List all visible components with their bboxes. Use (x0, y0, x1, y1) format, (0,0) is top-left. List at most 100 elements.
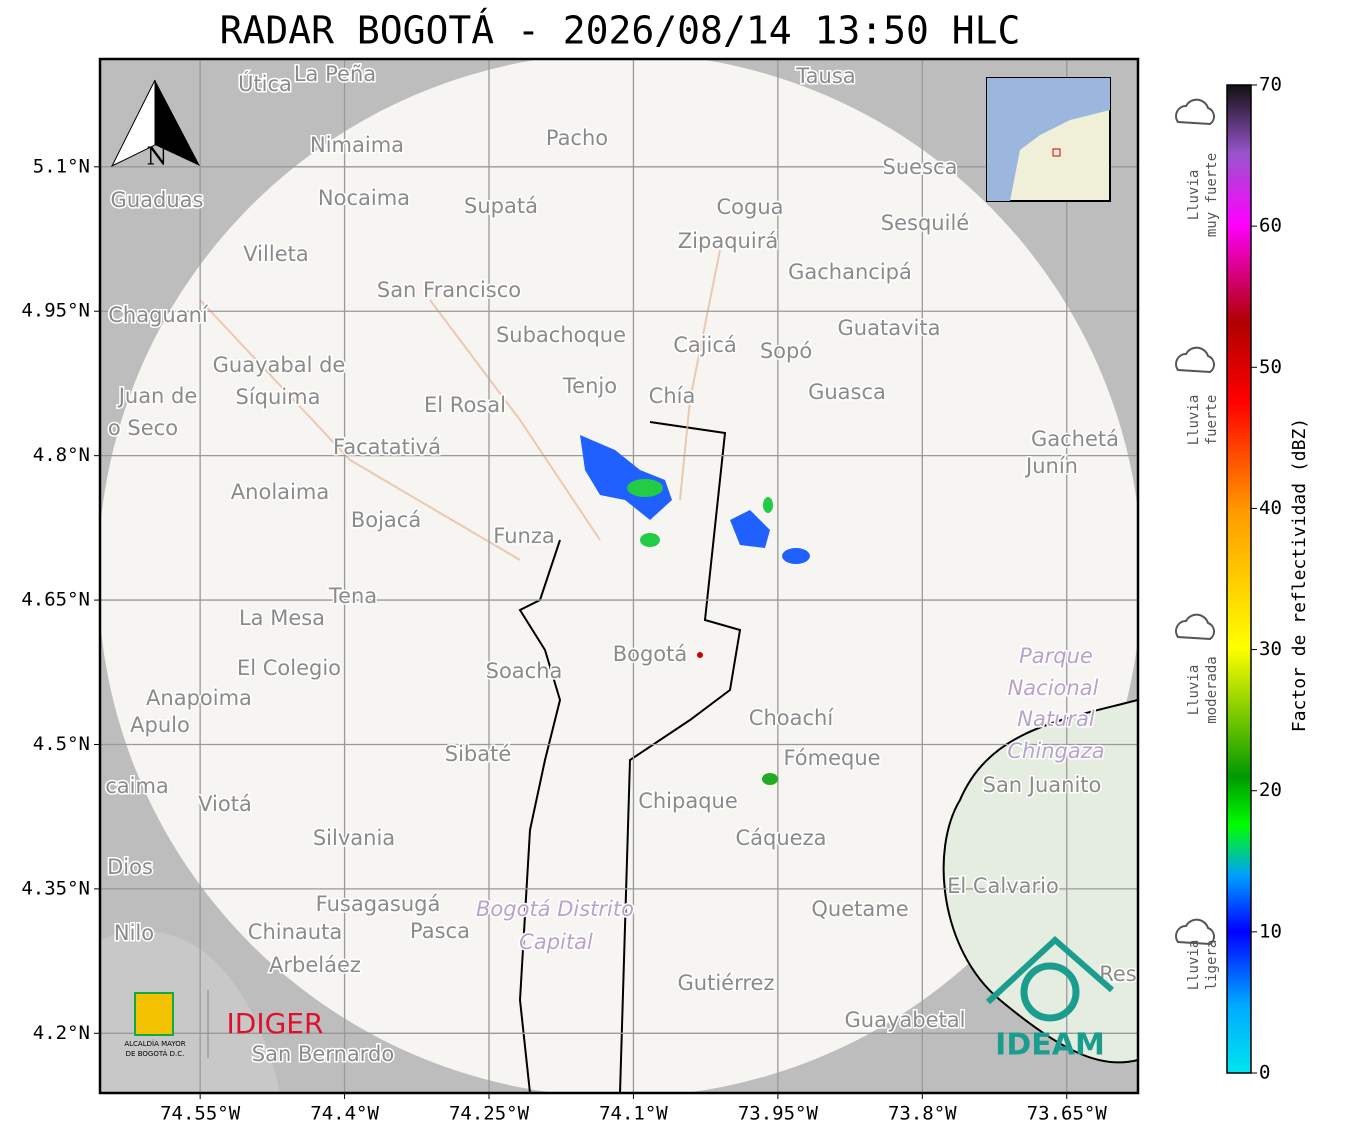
terrain (100, 930, 280, 1093)
map: Útica La Peña Tausa Pacho Nimaima Guaduas Noca… (100, 59, 1138, 1093)
colorbar-tick-label: 30 (1259, 638, 1282, 660)
y-tick-label: 4.2°N (33, 1022, 90, 1044)
place-label: Silvania (313, 826, 395, 850)
colorbar-tick-label: 40 (1259, 497, 1282, 519)
place-label: Zipaquirá (678, 229, 778, 253)
colorbar-tick-label: 60 (1259, 215, 1282, 237)
place-label: San Bernardo (252, 1042, 394, 1066)
echo (697, 652, 703, 658)
y-tick-label: 4.5°N (33, 733, 90, 755)
place-label: Guayabetal (845, 1008, 966, 1032)
x-tick-label: 73.8°W (888, 1103, 957, 1125)
logo-text: IDIGER (227, 1007, 324, 1040)
x-tick-label: 74.1°W (599, 1103, 668, 1125)
place-label: El Colegio (237, 656, 341, 680)
rain-category-label: muy fuerte (1204, 153, 1220, 237)
place-label: Viotá (198, 792, 252, 816)
place-label: La Mesa (239, 606, 325, 630)
radar-range (100, 59, 1138, 1093)
x-tick-label: 73.65°W (1027, 1103, 1108, 1125)
place-label: Chipaque (638, 789, 738, 813)
place-label: caima (105, 774, 169, 798)
place-label: Juan de (117, 384, 198, 408)
protected-area-label: Nacional (1008, 676, 1099, 700)
echo (762, 773, 778, 785)
radar-echoes (580, 435, 810, 785)
logo-text: IDEAM (995, 1028, 1105, 1063)
place-label: Sopó (760, 339, 812, 363)
y-tick-label: 4.95°N (21, 300, 90, 322)
axes: 74.55°W 74.4°W 74.25°W 74.1°W 73.95°W 73.8°W 7… (21, 74, 1282, 1125)
echo (763, 497, 773, 513)
place-label: Facatativá (333, 435, 441, 459)
rain-category-label: Lluvia (1186, 665, 1202, 716)
title: RADAR BOGOTÁ - 2026/08/14 13:50 HLC (220, 9, 1021, 53)
place-label: Guayabal de (213, 353, 346, 377)
place-label: Anapoima (146, 686, 252, 710)
colorbar-tick-label: 70 (1259, 74, 1282, 96)
place-label: Gachancipá (788, 260, 912, 284)
place-label: Gachetá (1031, 427, 1119, 451)
y-tick-label: 4.35°N (21, 877, 90, 899)
colorbar (1226, 84, 1252, 1074)
logo-text: ALCALDÍA MAYOR (124, 1039, 185, 1048)
place-label: Tenjo (562, 374, 617, 398)
rain-category-label: fuerte (1204, 395, 1220, 446)
map-frame (98, 57, 1140, 1095)
place-label: Subachoque (496, 323, 626, 347)
road (199, 249, 721, 561)
place-label: El Rosal (424, 393, 506, 417)
inset-marker (1052, 148, 1061, 157)
colorbar-tick-label: 50 (1259, 356, 1282, 378)
place-label: Nilo (114, 921, 154, 945)
inset-sea (987, 78, 1110, 201)
place-label: La Peña (294, 62, 376, 86)
place-label: Bogotá (613, 642, 688, 666)
x-tick-label: 74.25°W (449, 1103, 530, 1125)
echo (627, 479, 663, 497)
place-label: Gutiérrez (678, 971, 775, 995)
place-label: San Francisco (377, 278, 521, 302)
place-label: Funza (493, 524, 554, 548)
place-label: Fusagasugá (316, 892, 441, 916)
place-label: Pacho (546, 126, 608, 150)
colorbar-tick-label: 20 (1259, 779, 1282, 801)
echo (640, 533, 660, 547)
grid (100, 59, 1138, 1093)
weather-icon (1175, 346, 1215, 374)
x-tick-label: 73.95°W (738, 1103, 819, 1125)
colorbar-label: Factor de reflectividad (dBZ) (1289, 418, 1310, 732)
rain-category-label: Lluvia (1186, 940, 1202, 991)
y-tick-label: 4.8°N (33, 444, 90, 466)
colorbar-tick-label: 0 (1259, 1062, 1270, 1084)
place-label: Quetame (811, 897, 908, 921)
rain-category-label: ligera (1204, 940, 1220, 991)
place-label: Guatavita (838, 316, 941, 340)
place-label: El Calvario (947, 874, 1059, 898)
y-tick-label: 5.1°N (33, 155, 90, 177)
place-label: San Juanito (983, 773, 1102, 797)
north-label: N (147, 143, 168, 171)
logo-ideam (1020, 962, 1080, 1022)
place-label: Choachí (749, 706, 835, 730)
weather-icon (1175, 98, 1215, 126)
echo (730, 510, 770, 548)
rain-category-label: Lluvia (1186, 170, 1202, 221)
place-labels: Útica La Peña Tausa Pacho Nimaima Guaduas Noca… (104, 61, 1138, 1068)
place-label: Arbeláez (269, 953, 361, 977)
x-tick-label: 74.55°W (160, 1103, 241, 1125)
protected-area-label: Chingaza (1007, 739, 1104, 763)
place-label: Junín (1024, 454, 1078, 478)
place-label: Chinauta (248, 920, 342, 944)
place-label: Dios (107, 855, 153, 879)
protected-area-label: Bogotá Distrito (476, 897, 634, 921)
place-label: Chaguaní (108, 303, 209, 327)
rain-category-label: moderada (1204, 656, 1220, 723)
place-label: Cáqueza (736, 826, 827, 850)
place-label: Cogua (716, 195, 783, 219)
place-label: Suesca (883, 155, 958, 179)
place-label: Apulo (130, 713, 190, 737)
y-tick-label: 4.65°N (21, 589, 90, 611)
